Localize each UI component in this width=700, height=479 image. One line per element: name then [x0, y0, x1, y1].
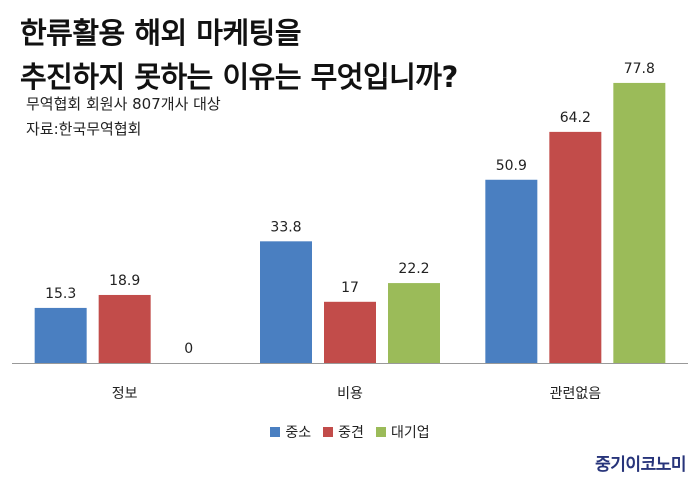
- subtitle-source: 자료:한국무역협회: [26, 120, 142, 138]
- bar-중소-정보: [34, 307, 87, 363]
- data-label-중견-관련없음: 64.2: [560, 110, 591, 126]
- bar-중견-정보: [98, 294, 151, 363]
- subtitle-survey-target: 무역협회 회원사 807개사 대상: [26, 95, 221, 113]
- legend-label-대기업: 대기업: [390, 425, 430, 441]
- data-label-대기업-비용: 22.2: [398, 261, 429, 277]
- chart-title-line-2: 추진하지 못하는 이유는 무엇입니까?: [20, 60, 458, 94]
- bar-대기업-비용: [388, 283, 440, 363]
- data-label-중소-관련없음: 50.9: [496, 158, 527, 174]
- legend-swatch-중소: [270, 427, 281, 437]
- data-label-대기업-정보: 0: [184, 341, 193, 357]
- data-label-중견-정보: 18.9: [109, 273, 140, 289]
- data-label-중소-비용: 33.8: [270, 219, 301, 235]
- legend-item-중견: 중견: [323, 422, 364, 442]
- legend-label-중소: 중소: [285, 425, 312, 441]
- bar-중소-비용: [260, 241, 312, 363]
- legend-item-중소: 중소: [270, 422, 311, 442]
- data-label-중견-비용: 17: [341, 280, 359, 296]
- legend-item-대기업: 대기업: [375, 422, 430, 442]
- bar-중소-관련없음: [485, 179, 538, 363]
- category-label-비용: 비용: [337, 386, 363, 402]
- legend-label-중견: 중견: [338, 425, 364, 441]
- brand-logo-text: 중기이코노미: [595, 455, 686, 475]
- data-label-대기업-관련없음: 77.8: [624, 61, 655, 77]
- data-label-중소-정보: 15.3: [45, 286, 76, 302]
- legend-swatch-대기업: [375, 427, 386, 437]
- bar-중견-비용: [324, 301, 376, 363]
- chart-title-line-1: 한류활용 해외 마케팅을: [20, 16, 302, 50]
- category-label-정보: 정보: [112, 386, 138, 402]
- category-label-관련없음: 관련없음: [550, 386, 602, 402]
- bar-대기업-관련없음: [613, 82, 666, 364]
- chart-legend: 중소 중견 대기업: [0, 422, 700, 442]
- legend-swatch-중견: [323, 427, 334, 437]
- bar-중견-관련없음: [549, 131, 602, 363]
